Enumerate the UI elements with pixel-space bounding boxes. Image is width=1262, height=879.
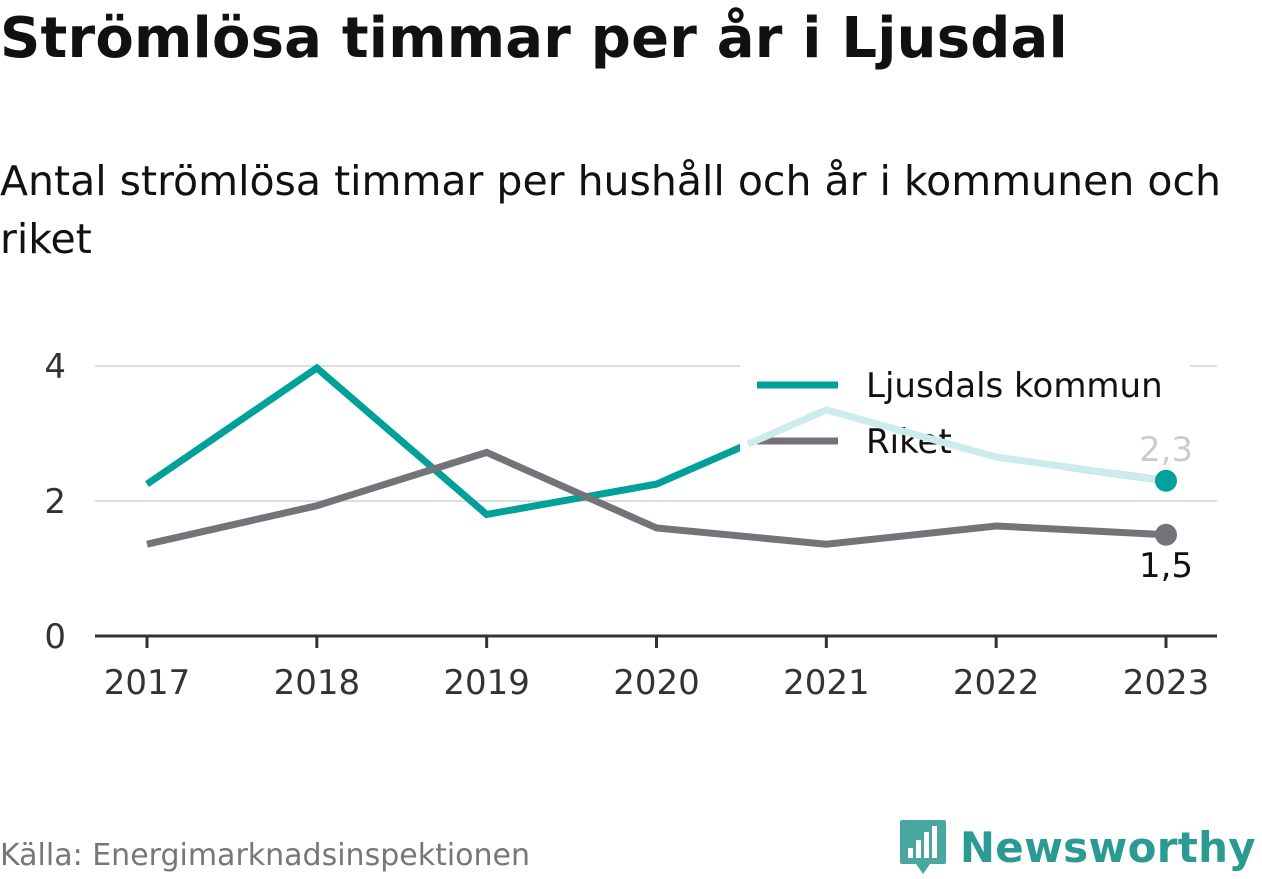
source-note: Källa: Energimarknadsinspektionen: [0, 838, 531, 873]
end-label-riket: 1,5: [1139, 546, 1193, 586]
newsworthy-logo: Newsworthy: [898, 818, 1256, 876]
x-tick-label: 2023: [1123, 663, 1210, 703]
x-tick-label: 2019: [443, 663, 530, 703]
legend-label-ljusdals-kommun: Ljusdals kommun: [866, 366, 1163, 406]
series-line-ljusdals-kommun-faded: [746, 406, 1167, 485]
end-point-riket: [1155, 523, 1177, 546]
end-point-ljusdals-kommun: [1155, 469, 1177, 492]
chart-subtitle: Antal strömlösa timmar per hushåll och å…: [0, 157, 1221, 263]
x-tick-label: 2018: [274, 663, 361, 703]
series-line-riket: [146, 448, 1167, 548]
y-tick-label: 4: [44, 347, 66, 387]
x-tick-label: 2022: [953, 663, 1040, 703]
x-tick-label: 2020: [613, 663, 700, 703]
x-tick-label: 2021: [783, 663, 870, 703]
x-tick-label: 2017: [104, 663, 191, 703]
y-tick-label: 2: [44, 482, 66, 522]
y-tick-label: 0: [44, 617, 66, 657]
brand-name: Newsworthy: [959, 822, 1256, 872]
bar-chart-icon: [899, 820, 946, 874]
end-label-ljusdals-kommun: 2,3: [1139, 430, 1193, 470]
chart-title: Strömlösa timmar per år i Ljusdal: [0, 6, 1068, 71]
